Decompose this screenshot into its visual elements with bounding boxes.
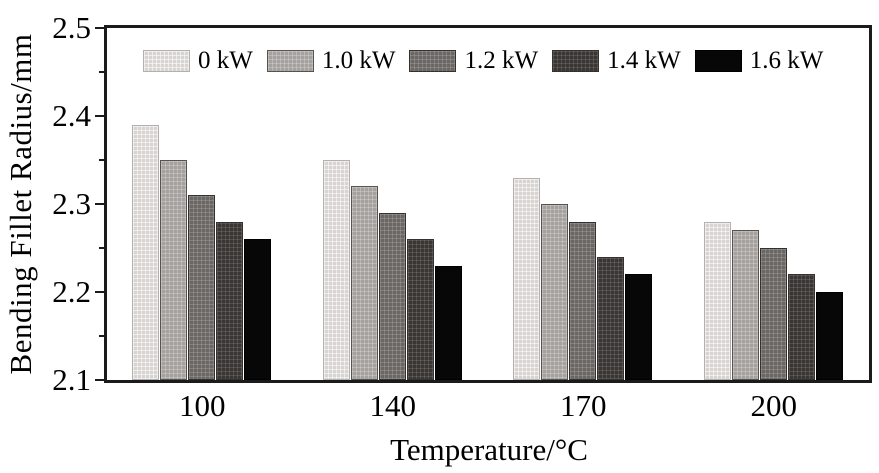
plot-area: 0 kW 1.0 kW 1.2 kW 1.4 kW 1.6 kW [95, 25, 872, 383]
y-ticks-layer [95, 27, 869, 381]
x-tick-label: 170 [560, 388, 607, 423]
y-major-tick [95, 115, 104, 117]
x-axis-title: Temperature/°C [390, 432, 588, 467]
y-minor-tick [99, 159, 104, 161]
bar-1-4-kw-170 [597, 256, 625, 380]
x-tick-label: 100 [179, 388, 226, 423]
bar-1-6-kw-170 [625, 274, 653, 380]
y-major-tick [95, 203, 104, 205]
legend-item-1-6-kw: 1.6 kW [694, 47, 824, 75]
bar-1-6-kw-100 [244, 239, 272, 380]
bar-1-2-kw-170 [569, 221, 597, 380]
legend-swatch [266, 50, 314, 72]
bar-1-6-kw-140 [434, 265, 462, 380]
bar-0-kw-100 [132, 124, 160, 380]
bar-1-4-kw-140 [406, 239, 434, 380]
y-major-tick [95, 379, 104, 381]
bar-1-0-kw-100 [160, 160, 188, 380]
legend-label: 1.6 kW [749, 47, 824, 74]
legend-label: 1.4 kW [607, 47, 681, 74]
y-major-tick [95, 291, 104, 293]
legend-item-1-2-kw: 1.2 kW [409, 47, 538, 75]
bar-1-2-kw-100 [188, 195, 216, 380]
y-axis-title: Bending Fillet Radius/mm [3, 33, 38, 375]
legend-swatch [694, 50, 742, 72]
y-minor-tick [99, 71, 104, 73]
bar-0-kw-200 [703, 221, 731, 380]
bars-layer [107, 28, 869, 380]
bar-0-kw-140 [322, 160, 350, 380]
legend-item-0-kw: 0 kW [143, 47, 253, 75]
x-tick-label: 140 [369, 388, 417, 423]
legend-label: 1.2 kW [464, 47, 539, 74]
legend-item-1-0-kw: 1.0 kW [266, 47, 396, 75]
bar-1-4-kw-100 [216, 221, 244, 380]
bar-1-0-kw-200 [731, 230, 759, 380]
bar-1-2-kw-200 [759, 248, 787, 380]
y-minor-tick [99, 335, 104, 337]
y-minor-tick [99, 247, 104, 249]
bar-0-kw-170 [513, 177, 541, 380]
legend-item-1-4-kw: 1.4 kW [552, 47, 681, 75]
legend-swatch [409, 50, 457, 72]
x-tick-label: 200 [750, 388, 798, 423]
bar-1-2-kw-140 [378, 212, 406, 380]
y-major-tick [95, 27, 104, 29]
bar-1-4-kw-200 [787, 274, 815, 380]
legend: 0 kW 1.0 kW 1.2 kW 1.4 kW 1.6 kW [143, 47, 823, 75]
bar-1-0-kw-170 [541, 204, 569, 380]
legend-swatch [143, 50, 190, 72]
bar-1-0-kw-140 [350, 186, 378, 380]
bar-1-6-kw-200 [815, 292, 843, 380]
legend-label: 1.0 kW [321, 47, 396, 74]
legend-swatch [552, 50, 600, 72]
legend-label: 0 kW [198, 47, 253, 74]
